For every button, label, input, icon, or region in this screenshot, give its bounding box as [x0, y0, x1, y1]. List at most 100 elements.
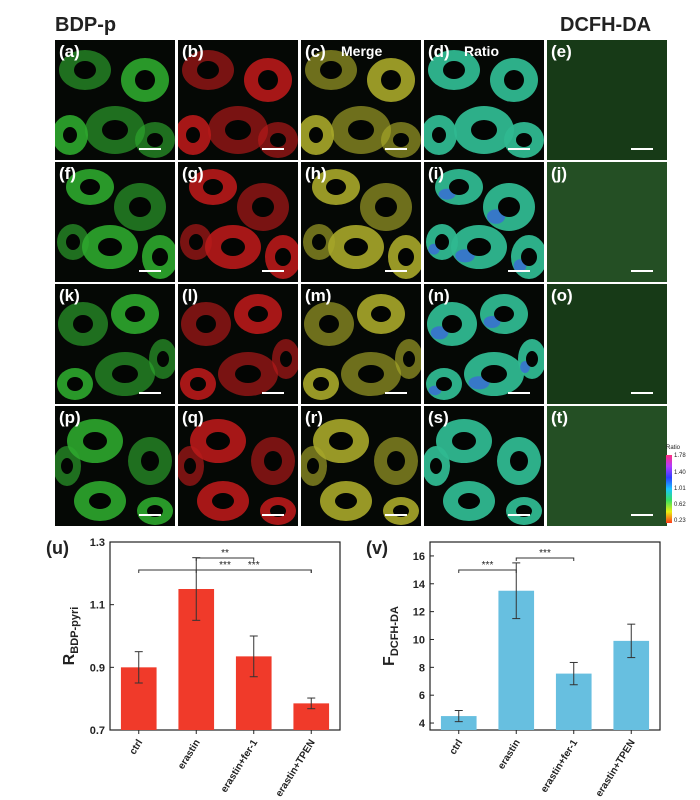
cell-nucleus [102, 120, 128, 140]
cell-nucleus [403, 351, 415, 367]
cell-nucleus [504, 70, 524, 90]
panel-label: (t) [551, 408, 568, 427]
y-axis-label: FDCFH-DA [381, 606, 401, 666]
colorbar-tick: 0.23 [674, 518, 686, 524]
image-panel-c: (c) Merge [301, 40, 421, 160]
significance-bracket [458, 569, 517, 573]
cell-nucleus [147, 133, 163, 147]
scale-bar [385, 148, 407, 150]
cell-nucleus [74, 61, 96, 79]
image-panel-n: (n) [424, 284, 544, 404]
cell-nucleus [375, 197, 397, 217]
cell-image [426, 294, 544, 400]
y-tick-label: 6 [419, 690, 425, 702]
cell-nucleus [344, 238, 368, 256]
cell-image [57, 169, 175, 279]
cell-nucleus [280, 351, 292, 367]
significance-bracket [515, 557, 575, 561]
y-tick-label: 12 [413, 607, 425, 619]
cell-nucleus [526, 351, 538, 367]
cell-nucleus [190, 377, 206, 391]
cell-nucleus [449, 179, 469, 195]
colorbar-gradient [666, 455, 672, 523]
scale-bar [508, 514, 530, 516]
cell-image [303, 294, 421, 400]
colorbar-tick: 0.62 [674, 502, 686, 508]
cell-nucleus [264, 451, 282, 471]
cell-nucleus [112, 365, 138, 383]
image-panel-h: (h) [301, 162, 421, 282]
scale-bar [631, 514, 653, 516]
cell-nucleus [326, 179, 346, 195]
cell-nucleus [83, 432, 107, 450]
scale-bar [262, 148, 284, 150]
image-panel-o: (o) [547, 284, 667, 404]
panel-title: Ratio [464, 43, 499, 59]
y-tick-label: 16 [413, 551, 425, 563]
panel-label: (c) [305, 42, 326, 61]
panel-label: (j) [551, 164, 568, 183]
panel-label: (i) [428, 164, 445, 183]
bar-chart-u: 0.7 0.9 1.1 1.3 ctrl erastin erastin+fer-1 eras… [46, 537, 341, 798]
cell-nucleus [67, 377, 83, 391]
scale-bar [139, 270, 161, 272]
cell-nucleus [258, 70, 278, 90]
x-tick-label: erastin+fer-1 [219, 737, 261, 794]
cell-nucleus [335, 493, 357, 509]
cell-nucleus [312, 234, 326, 250]
cell-nucleus [197, 61, 219, 79]
cell-nucleus [152, 248, 168, 266]
panel-label: (k) [59, 286, 80, 305]
image-panel-l: (l) [178, 284, 298, 404]
cell-nucleus [125, 306, 145, 322]
cell-nucleus [206, 432, 230, 450]
scale-bar [631, 392, 653, 394]
panel-label: (h) [305, 164, 327, 183]
cell-image [180, 294, 298, 400]
image-panel-t: (t) [547, 406, 667, 526]
image-panel-j: (j) [547, 162, 667, 282]
cell-image [178, 419, 296, 525]
cell-image [424, 50, 544, 158]
significance-label: *** [539, 548, 551, 559]
cell-nucleus [436, 377, 452, 391]
panel-label: (s) [428, 408, 449, 427]
scale-bar [139, 148, 161, 150]
cell-image [57, 294, 175, 400]
image-panel-q: (q) [178, 406, 298, 526]
image-panel-b: (b) [178, 40, 298, 160]
scale-bar [139, 392, 161, 394]
cell-image [426, 169, 544, 279]
cell-nucleus [467, 238, 491, 256]
panel-label: (p) [59, 408, 81, 427]
image-panel-d: (d) Ratio [424, 40, 544, 160]
cell-nucleus [494, 306, 514, 322]
scale-bar [262, 392, 284, 394]
panel-label: (r) [305, 408, 323, 427]
cell-nucleus [430, 458, 442, 474]
cell-nucleus [320, 61, 342, 79]
cell-image [303, 169, 421, 279]
colorbar-title: Ratio [666, 445, 681, 451]
significance-label: ** [221, 548, 229, 559]
cell-nucleus [98, 238, 122, 256]
cell-nucleus [203, 179, 223, 195]
cell-nucleus [435, 234, 449, 250]
colorbar-tick: 1.78 [674, 453, 686, 459]
cell-nucleus [510, 451, 528, 471]
image-panel-s: (s) [424, 406, 544, 526]
colorbar-tick: 1.40 [674, 470, 686, 476]
cell-image [55, 50, 175, 158]
cell-nucleus [358, 365, 384, 383]
x-tick-label: erastin+TPEN [274, 738, 318, 798]
cell-nucleus [252, 197, 274, 217]
image-panel-i: (i) [424, 162, 544, 282]
cell-nucleus [458, 493, 480, 509]
panel-label: (m) [305, 286, 332, 305]
x-tick-label: erastin [176, 738, 203, 772]
panel-label: (f) [59, 164, 76, 183]
cell-nucleus [432, 127, 446, 143]
cell-nucleus [309, 127, 323, 143]
cell-image [55, 419, 173, 525]
image-panel-k: (k) [55, 284, 175, 404]
